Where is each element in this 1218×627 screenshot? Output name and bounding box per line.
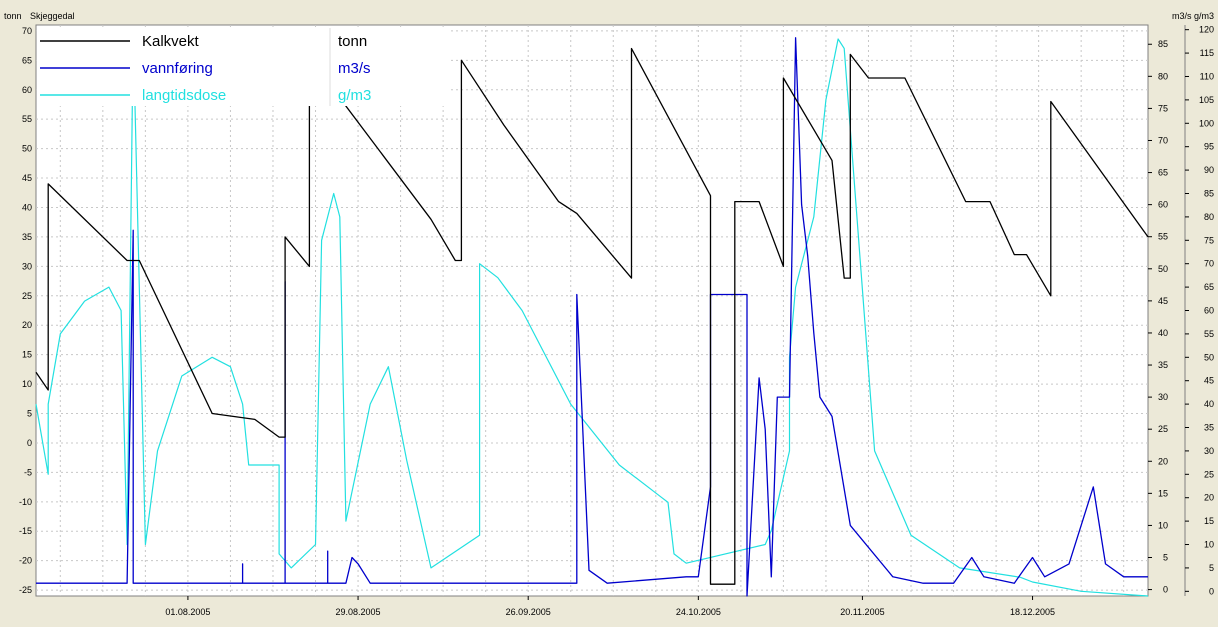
right2-tick-label: 60 xyxy=(1204,306,1214,316)
left-tick-label: 40 xyxy=(22,202,32,212)
legend-label-2: langtidsdose xyxy=(142,87,226,104)
left-axis-unit: tonn xyxy=(4,11,22,21)
right2-tick-label: 90 xyxy=(1204,165,1214,175)
right1-tick-label: 20 xyxy=(1158,456,1168,466)
axes: -25-20-15-10-505101520253035404550556065… xyxy=(19,25,1214,617)
x-tick-label: 20.11.2005 xyxy=(840,607,884,617)
right2-tick-label: 30 xyxy=(1204,446,1214,456)
right2-tick-label: 40 xyxy=(1204,399,1214,409)
left-tick-label: 60 xyxy=(22,85,32,95)
x-tick-label: 24.10.2005 xyxy=(676,607,721,617)
right2-tick-label: 15 xyxy=(1204,516,1214,526)
right2-tick-label: 105 xyxy=(1199,95,1214,105)
right1-tick-label: 60 xyxy=(1158,200,1168,210)
right2-tick-label: 100 xyxy=(1199,118,1214,128)
right2-tick-label: 95 xyxy=(1204,142,1214,152)
legend-unit-2: g/m3 xyxy=(338,87,371,104)
left-tick-label: -15 xyxy=(19,526,32,536)
right1-tick-label: 85 xyxy=(1158,39,1168,49)
right2-tick-label: 70 xyxy=(1204,259,1214,269)
left-tick-label: 15 xyxy=(22,350,32,360)
right2-tick-label: 25 xyxy=(1204,469,1214,479)
left-tick-label: 50 xyxy=(22,144,32,154)
right2-tick-label: 0 xyxy=(1209,586,1214,596)
series-line-0[interactable] xyxy=(35,47,1149,585)
x-tick-label: 01.08.2005 xyxy=(165,607,210,617)
right1-tick-label: 35 xyxy=(1158,360,1168,370)
legend-label-1: vannføring xyxy=(142,60,213,77)
right1-tick-label: 25 xyxy=(1158,424,1168,434)
right2-tick-label: 55 xyxy=(1204,329,1214,339)
series-layer xyxy=(35,29,1149,597)
legend-unit-1: m3/s xyxy=(338,60,371,77)
right2-tick-label: 10 xyxy=(1204,540,1214,550)
right2-tick-label: 120 xyxy=(1199,25,1214,35)
right1-tick-label: 5 xyxy=(1163,553,1168,563)
x-tick-label: 29.08.2005 xyxy=(336,607,381,617)
left-tick-label: 70 xyxy=(22,26,32,36)
left-tick-label: 10 xyxy=(22,379,32,389)
left-tick-label: -5 xyxy=(24,467,32,477)
station-name: Skjeggedal xyxy=(30,11,75,21)
left-tick-label: 35 xyxy=(22,232,32,242)
right1-tick-label: 10 xyxy=(1158,520,1168,530)
legend-unit-0: tonn xyxy=(338,33,367,50)
right1-tick-label: 70 xyxy=(1158,135,1168,145)
left-tick-label: 5 xyxy=(27,409,32,419)
right1-tick-label: 80 xyxy=(1158,71,1168,81)
left-tick-label: 20 xyxy=(22,320,32,330)
left-tick-label: -20 xyxy=(19,556,32,566)
right2-tick-label: 75 xyxy=(1204,235,1214,245)
right2-tick-label: 20 xyxy=(1204,493,1214,503)
right1-tick-label: 15 xyxy=(1158,488,1168,498)
legend-label-0: Kalkvekt xyxy=(142,33,200,50)
right1-tick-label: 30 xyxy=(1158,392,1168,402)
right2-tick-label: 115 xyxy=(1200,48,1214,58)
right1-tick-label: 75 xyxy=(1158,103,1168,113)
right2-tick-label: 5 xyxy=(1209,563,1214,573)
right1-tick-label: 55 xyxy=(1158,232,1168,242)
right1-tick-label: 45 xyxy=(1158,296,1168,306)
left-tick-label: 65 xyxy=(22,55,32,65)
right2-tick-label: 35 xyxy=(1204,423,1214,433)
right2-tick-label: 45 xyxy=(1204,376,1214,386)
legend[interactable]: Kalkvekt tonn vannføring m3/s langtidsdose g/… xyxy=(37,28,449,106)
x-tick-label: 26.09.2005 xyxy=(506,607,551,617)
left-tick-label: -25 xyxy=(19,585,32,595)
left-tick-label: 30 xyxy=(22,261,32,271)
plot-area[interactable] xyxy=(35,24,1149,597)
left-tick-label: 45 xyxy=(22,173,32,183)
right1-tick-label: 50 xyxy=(1158,264,1168,274)
right1-tick-label: 0 xyxy=(1163,585,1168,595)
right1-tick-label: 40 xyxy=(1158,328,1168,338)
right2-tick-label: 50 xyxy=(1204,352,1214,362)
right1-tick-label: 65 xyxy=(1158,168,1168,178)
grid xyxy=(36,25,1148,596)
right2-tick-label: 80 xyxy=(1204,212,1214,222)
left-tick-label: 0 xyxy=(27,438,32,448)
right2-tick-label: 65 xyxy=(1204,282,1214,292)
series-line-2[interactable] xyxy=(35,29,1149,597)
right-axis-units: m3/s g/m3 xyxy=(1172,11,1214,21)
left-tick-label: 55 xyxy=(22,114,32,124)
left-tick-label: 25 xyxy=(22,291,32,301)
left-tick-label: -10 xyxy=(19,497,32,507)
x-tick-label: 18.12.2005 xyxy=(1010,607,1055,617)
right2-tick-label: 110 xyxy=(1200,71,1214,81)
right2-tick-label: 85 xyxy=(1204,188,1214,198)
